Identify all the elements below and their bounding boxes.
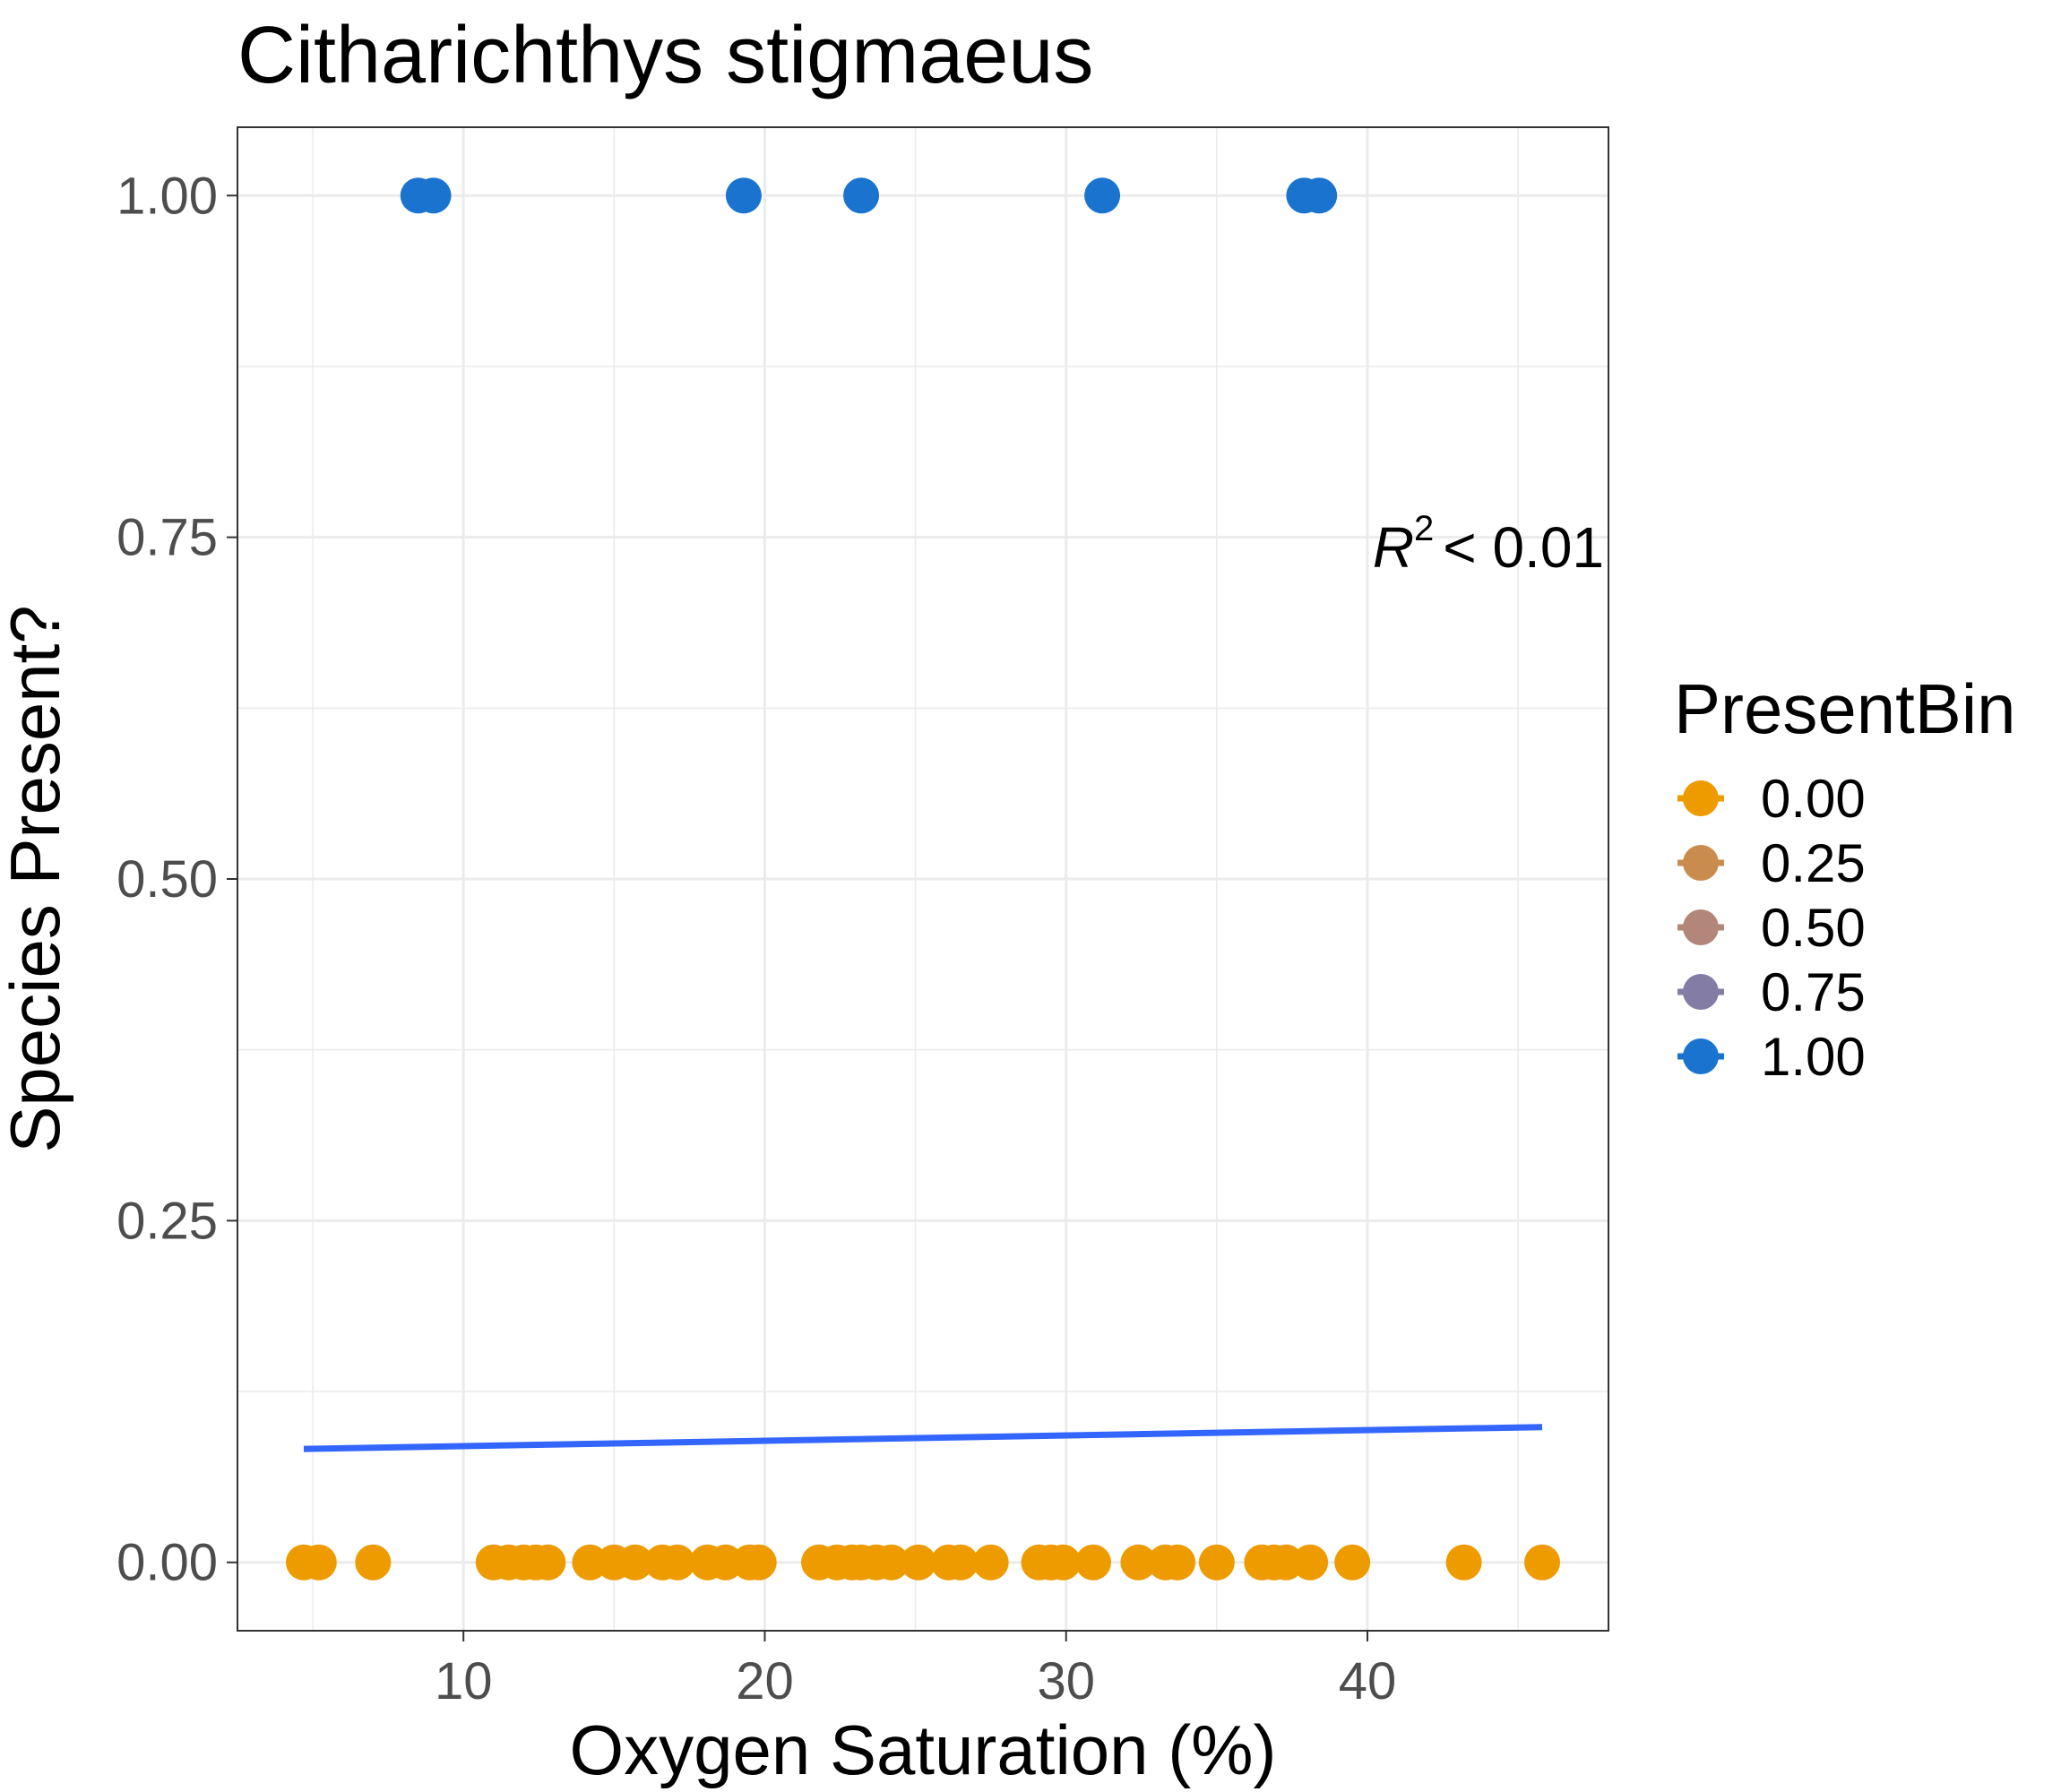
data-point	[617, 1544, 653, 1581]
legend-key-point	[1683, 780, 1719, 816]
data-point	[300, 1544, 337, 1581]
plot-area	[237, 126, 1609, 1632]
data-point	[943, 1544, 979, 1581]
data-point	[1524, 1544, 1561, 1581]
y-tick-label: 0.50	[116, 850, 218, 909]
chart-title: Citharichthys stigmaeus	[237, 11, 1093, 100]
x-tick-label: 30	[1037, 1652, 1095, 1710]
data-point	[740, 1544, 777, 1581]
data-point	[1301, 177, 1338, 214]
data-point	[1084, 177, 1121, 214]
x-tick-label: 10	[435, 1652, 493, 1710]
y-tick-label: 0.00	[116, 1534, 218, 1592]
y-axis: 0.00 0.25 0.50 0.75 1.00	[116, 167, 237, 1592]
x-axis: 10 20 30 40	[435, 1631, 1396, 1710]
data-point	[1120, 1544, 1157, 1581]
major-gridlines	[237, 127, 1608, 1631]
legend-label: 0.25	[1761, 833, 1866, 893]
data-point	[1334, 1544, 1371, 1581]
r-squared-annotation: R2 < 0.01	[1373, 509, 1604, 580]
r-rest: < 0.01	[1443, 515, 1604, 580]
data-point	[1198, 1544, 1235, 1581]
legend-key-point	[1683, 845, 1719, 881]
y-axis-title: Species Present?	[0, 605, 74, 1152]
legend-entries: 0.000.250.500.751.00	[1677, 769, 1866, 1087]
y-tick-label: 1.00	[116, 167, 218, 225]
legend-label: 0.50	[1761, 898, 1866, 958]
fit-line-layer	[303, 1424, 1543, 1452]
legend: PresentBin 0.000.250.500.751.00	[1674, 669, 2016, 1087]
points-layer	[285, 177, 1561, 1581]
data-point	[1074, 1544, 1111, 1581]
legend-label: 1.00	[1761, 1027, 1866, 1087]
data-point	[972, 1544, 1009, 1581]
legend-title: PresentBin	[1674, 669, 2016, 748]
data-point	[1445, 1544, 1482, 1581]
legend-key-point	[1683, 909, 1719, 945]
legend-label: 0.75	[1761, 962, 1866, 1022]
r-superscript: 2	[1414, 509, 1434, 548]
data-point	[725, 177, 762, 214]
y-tick-label: 0.75	[116, 509, 218, 567]
data-point	[843, 177, 880, 214]
data-point	[659, 1544, 695, 1581]
legend-key-point	[1683, 974, 1719, 1010]
legend-key-point	[1683, 1038, 1719, 1074]
data-point	[1160, 1544, 1196, 1581]
data-point	[900, 1544, 936, 1581]
data-point	[530, 1544, 566, 1581]
data-point	[355, 1544, 392, 1581]
data-point	[1292, 1544, 1329, 1581]
y-tick-label: 0.25	[116, 1192, 218, 1250]
data-point	[1045, 1544, 1082, 1581]
r-symbol: R	[1373, 515, 1414, 580]
x-axis-title: Oxygen Saturation (%)	[569, 1710, 1276, 1789]
x-tick-label: 40	[1339, 1652, 1397, 1710]
legend-label: 0.00	[1761, 769, 1866, 829]
data-point	[873, 1544, 910, 1581]
data-point	[415, 177, 452, 214]
fit-line	[303, 1424, 1543, 1452]
x-tick-label: 20	[736, 1652, 794, 1710]
